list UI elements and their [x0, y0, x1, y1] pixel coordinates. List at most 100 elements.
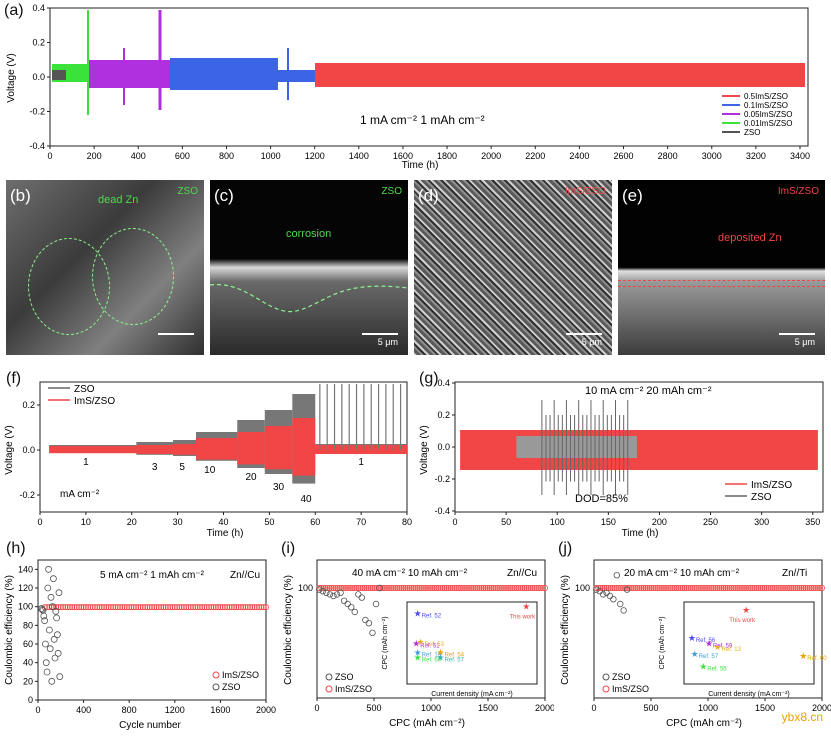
x-tick-label: 60 [310, 517, 320, 527]
ims-ce-point [398, 585, 405, 592]
ims-ce-point [221, 604, 228, 611]
ims-ce-point [144, 604, 151, 611]
x-tick-label: 200 [87, 151, 102, 161]
x-label-a: Time (h) [402, 160, 439, 171]
ims-ce-point [231, 604, 238, 611]
zso-ce-point [55, 589, 63, 597]
ims-ce-point [656, 585, 663, 592]
ims-ce-point [353, 585, 360, 592]
ims-ce-point [383, 585, 390, 592]
zso-ce-point [599, 591, 607, 598]
ims-ce-point [478, 585, 485, 592]
series-band-0.1ims-tail [278, 70, 315, 82]
y-tick-label: 20 [23, 676, 33, 686]
ims-ce-point [247, 604, 254, 611]
y-tick-label: 120 [18, 583, 33, 593]
zso-ce-point [49, 603, 56, 611]
ims-ce-point [185, 604, 192, 611]
ims-ce-point [695, 585, 702, 592]
ims-ce-point [693, 585, 700, 592]
ims-ce-point [505, 585, 512, 592]
legend-marker-zso-i [325, 673, 333, 681]
ims-ce-point [451, 585, 458, 592]
y-tick-label: -0.4 [434, 506, 450, 516]
ims-ce-point [347, 585, 354, 592]
ims-ce-point [806, 585, 813, 592]
x-tick-label: 800 [219, 151, 234, 161]
scatter-points-h [38, 565, 269, 685]
ims-ce-point [736, 585, 743, 592]
ims-ce-point [745, 585, 752, 592]
zso-ce-point [56, 673, 64, 681]
inset-point-star: ★ [522, 602, 530, 612]
ims-ce-point [638, 585, 645, 592]
condition-g: 10 mA cm⁻² 20 mAh cm⁻² [585, 385, 712, 397]
x-ticks-h: 0 400 800 1200 1600 2000 [35, 700, 276, 715]
ims-ce-point [235, 604, 242, 611]
ims-ce-point [759, 585, 766, 592]
ims-ce-point [342, 585, 349, 592]
ims-ce-point [256, 604, 263, 611]
ims-ce-point [412, 585, 419, 592]
y-tick-label: -0.2 [29, 107, 45, 117]
zso-ce-point [623, 586, 631, 593]
ims-ce-point [345, 585, 352, 592]
panel-g: (g) 0 50 100 150 200 250 300 350 -0.4 -0.2 0.0 0.2… [415, 370, 831, 540]
x-tick-label: 1200 [305, 151, 325, 161]
ims-ce-point [160, 604, 167, 611]
ims-ce-point [431, 585, 438, 592]
ims-ce-point [613, 585, 620, 592]
ims-ce-point [607, 585, 614, 592]
ims-ce-point [258, 604, 265, 611]
ims-ce-point [400, 585, 407, 592]
scale-bar-d [566, 333, 602, 335]
series-waves-f [49, 384, 407, 484]
inset-point-label: Ref. 60 [807, 656, 827, 662]
ims-ce-point [794, 585, 801, 592]
ims-ce-point [470, 585, 477, 592]
zso-ce-point [606, 592, 614, 600]
ims-ce-point [78, 604, 85, 611]
ims-envelope [237, 432, 265, 465]
ims-ce-point [792, 585, 799, 592]
ims-ce-point [46, 604, 53, 611]
ims-ce-point [732, 585, 739, 592]
series-band-0.5ims [315, 63, 805, 87]
ims-ce-point [788, 585, 795, 592]
ims-ce-point [704, 585, 711, 592]
ims-ce-point [492, 585, 499, 592]
ims-ce-point [472, 585, 479, 592]
x-tick-label: 50 [264, 517, 274, 527]
ims-ce-point [394, 585, 401, 592]
ims-ce-point [53, 604, 60, 611]
legend-marker-zso-j [602, 673, 610, 681]
ims-ce-point [660, 585, 667, 592]
ims-ce-point [441, 585, 448, 592]
ims-ce-point [153, 604, 160, 611]
inset-point-label: Ref. 57 [699, 654, 719, 660]
zso-ce-point [347, 603, 355, 611]
ims-ce-point [435, 585, 442, 592]
ims-ce-point [201, 604, 208, 611]
ims-ce-point [445, 585, 452, 592]
legend-text-a: 0.5ImS/ZSO [744, 92, 788, 101]
zso-ce-point [355, 591, 362, 598]
zso-ce-point [369, 629, 376, 636]
corrosion-outline-c [210, 284, 408, 313]
ims-ce-point [82, 604, 89, 611]
y-tick-label: -0.4 [29, 141, 45, 151]
ims-ce-point [658, 585, 665, 592]
zso-ce-point [45, 565, 53, 573]
ims-ce-point [654, 585, 661, 592]
series-waves-g [460, 400, 818, 495]
zso-ce-point [333, 591, 341, 598]
panel-label-g: (g) [419, 370, 439, 387]
ims-ce-point [644, 585, 651, 592]
y-tick-label: 100 [18, 602, 33, 612]
ims-ce-point [174, 604, 181, 611]
panel-h: (h) 0 400 800 1200 1600 2000 0 20 40 60 80 100 120 1… [0, 540, 277, 732]
ims-ce-point [507, 585, 514, 592]
ims-ce-point [718, 585, 725, 592]
legend-text-ims-f: ImS/ZSO [74, 396, 115, 407]
ims-ce-point [87, 604, 94, 611]
